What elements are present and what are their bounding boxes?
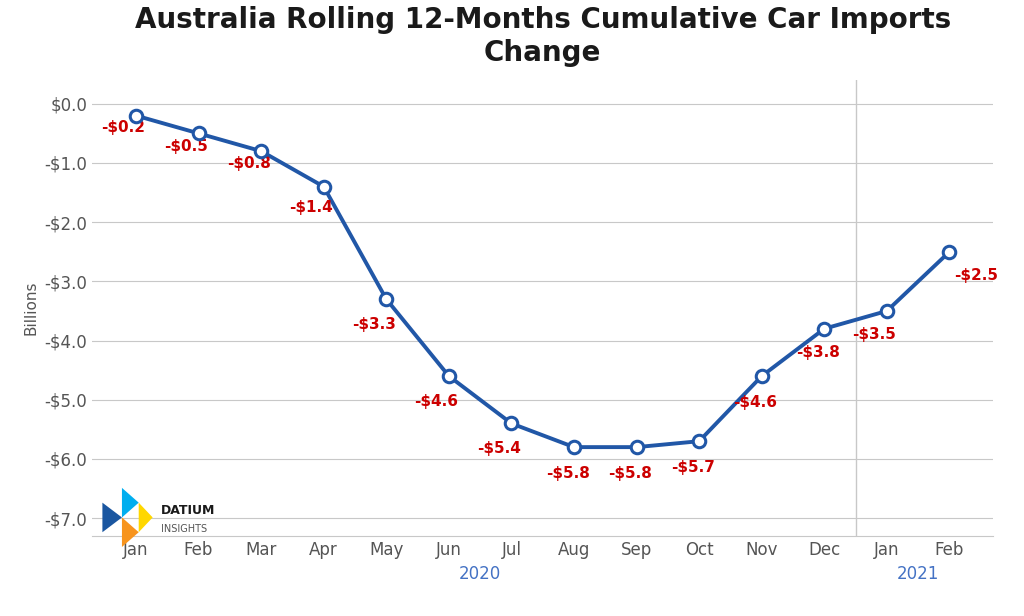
Text: INSIGHTS: INSIGHTS — [161, 524, 207, 533]
Text: 2021: 2021 — [897, 565, 939, 583]
Text: DATIUM: DATIUM — [161, 503, 215, 517]
Text: -$3.5: -$3.5 — [852, 327, 896, 342]
Title: Australia Rolling 12-Months Cumulative Car Imports
Change: Australia Rolling 12-Months Cumulative C… — [134, 6, 951, 67]
Text: -$5.4: -$5.4 — [477, 441, 521, 456]
Text: -$5.8: -$5.8 — [608, 466, 652, 481]
Text: -$5.7: -$5.7 — [671, 460, 715, 475]
Text: -$4.6: -$4.6 — [415, 394, 459, 408]
Text: -$0.2: -$0.2 — [101, 120, 145, 135]
Polygon shape — [138, 503, 153, 532]
Text: -$0.8: -$0.8 — [226, 156, 270, 171]
Text: -$4.6: -$4.6 — [733, 395, 777, 410]
Polygon shape — [122, 488, 138, 517]
Text: -$2.5: -$2.5 — [954, 268, 998, 283]
Text: -$3.3: -$3.3 — [352, 317, 395, 332]
Polygon shape — [102, 503, 122, 532]
Text: -$1.4: -$1.4 — [290, 200, 333, 214]
Polygon shape — [122, 517, 138, 547]
Text: -$3.8: -$3.8 — [797, 345, 840, 360]
Y-axis label: Billions: Billions — [24, 281, 39, 335]
Text: -$0.5: -$0.5 — [164, 139, 208, 154]
Text: -$5.8: -$5.8 — [546, 466, 590, 481]
Text: 2020: 2020 — [459, 565, 502, 583]
